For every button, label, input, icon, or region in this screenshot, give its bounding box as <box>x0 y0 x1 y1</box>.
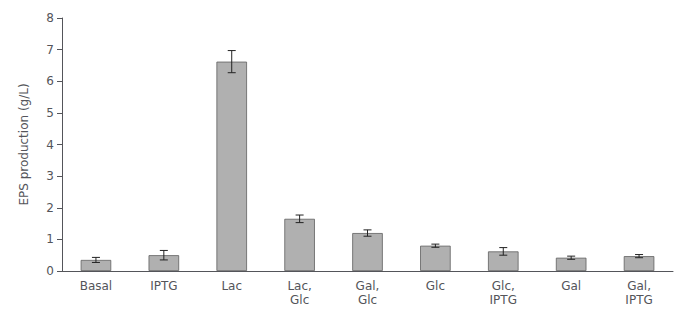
svg-text:IPTG: IPTG <box>625 293 652 307</box>
svg-text:6: 6 <box>46 74 54 88</box>
svg-text:Gal,: Gal, <box>627 279 651 293</box>
svg-text:Glc: Glc <box>426 279 445 293</box>
svg-text:0: 0 <box>46 264 54 278</box>
svg-text:Glc,: Glc, <box>492 279 515 293</box>
svg-text:1: 1 <box>46 232 54 246</box>
svg-text:8: 8 <box>46 11 54 25</box>
svg-text:4: 4 <box>46 138 54 152</box>
svg-text:7: 7 <box>46 43 54 57</box>
svg-text:5: 5 <box>46 106 54 120</box>
svg-text:EPS production (g/L): EPS production (g/L) <box>17 83 31 205</box>
svg-text:IPTG: IPTG <box>150 279 177 293</box>
svg-text:Gal,: Gal, <box>356 279 380 293</box>
svg-text:Lac,: Lac, <box>287 279 311 293</box>
svg-text:Gal: Gal <box>561 279 581 293</box>
svg-text:IPTG: IPTG <box>490 293 517 307</box>
svg-text:3: 3 <box>46 169 54 183</box>
svg-text:Lac: Lac <box>221 279 242 293</box>
svg-text:Glc: Glc <box>358 293 377 307</box>
svg-text:Glc: Glc <box>290 293 309 307</box>
svg-text:2: 2 <box>46 201 54 215</box>
svg-text:Basal: Basal <box>80 279 113 293</box>
